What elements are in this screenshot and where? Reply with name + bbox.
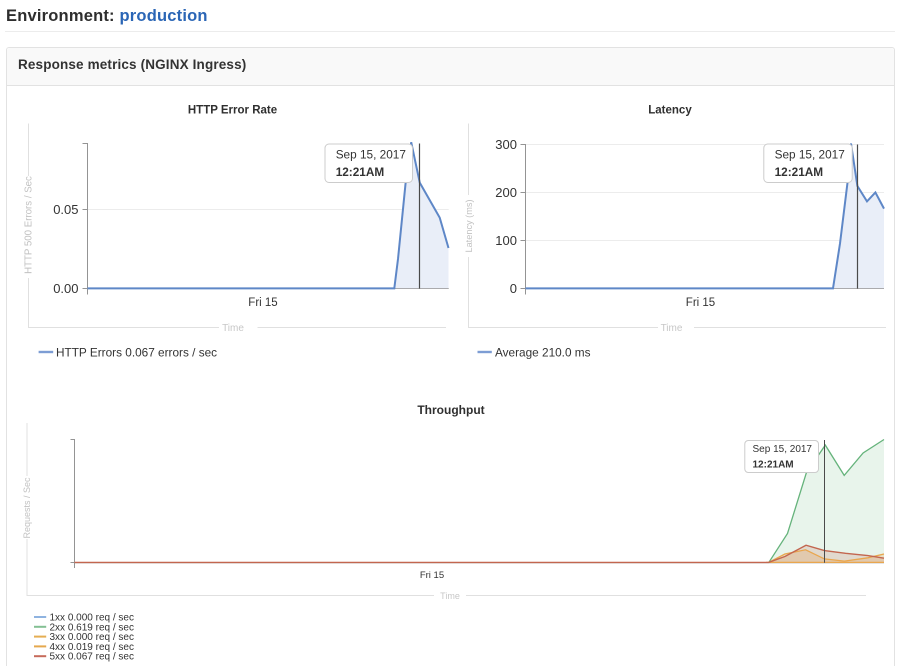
svg-text:Sep 15, 2017: Sep 15, 2017	[753, 444, 813, 455]
svg-text:Fri 15: Fri 15	[686, 297, 715, 309]
svg-text:1xx 0.000 req / sec: 1xx 0.000 req / sec	[50, 613, 135, 624]
svg-text:5xx 0.067 req / sec: 5xx 0.067 req / sec	[50, 652, 135, 663]
svg-text:Time: Time	[222, 323, 244, 334]
svg-text:HTTP Errors 0.067 errors / sec: HTTP Errors 0.067 errors / sec	[56, 345, 217, 359]
svg-text:Throughput: Throughput	[417, 403, 484, 417]
svg-text:Sep 15, 2017: Sep 15, 2017	[775, 148, 845, 162]
svg-text:12:21AM: 12:21AM	[775, 165, 824, 179]
svg-text:HTTP Error Rate: HTTP Error Rate	[188, 105, 277, 117]
svg-text:200: 200	[495, 185, 517, 200]
svg-text:Time: Time	[440, 591, 460, 601]
svg-text:0: 0	[510, 281, 517, 296]
svg-text:Fri 15: Fri 15	[248, 297, 277, 309]
svg-text:0.00: 0.00	[53, 281, 78, 296]
svg-text:HTTP 500 Errors / Sec: HTTP 500 Errors / Sec	[24, 176, 35, 274]
svg-text:Latency (ms): Latency (ms)	[464, 199, 474, 252]
svg-text:300: 300	[495, 137, 517, 152]
svg-text:Latency: Latency	[648, 105, 692, 117]
svg-text:Sep 15, 2017: Sep 15, 2017	[336, 148, 406, 162]
svg-text:Requests / Sec: Requests / Sec	[22, 477, 32, 539]
svg-text:12:21AM: 12:21AM	[336, 165, 385, 179]
svg-text:Time: Time	[661, 323, 683, 334]
svg-text:4xx 0.019 req / sec: 4xx 0.019 req / sec	[50, 642, 135, 653]
svg-text:0.05: 0.05	[53, 202, 78, 217]
svg-text:Average 210.0 ms: Average 210.0 ms	[495, 346, 591, 360]
svg-text:2xx 0.619 req / sec: 2xx 0.619 req / sec	[50, 622, 135, 633]
svg-text:12:21AM: 12:21AM	[753, 460, 794, 471]
svg-text:Fri 15: Fri 15	[420, 570, 444, 581]
svg-text:100: 100	[495, 233, 517, 248]
svg-text:3xx 0.000 req / sec: 3xx 0.000 req / sec	[50, 632, 135, 643]
